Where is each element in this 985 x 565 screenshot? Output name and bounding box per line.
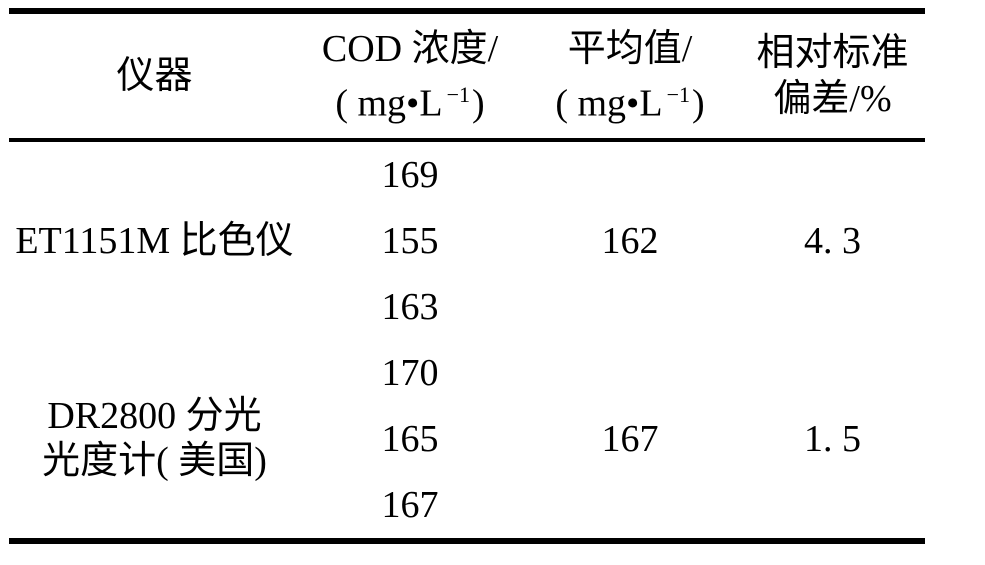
header-title: 平均值/	[567, 27, 693, 70]
instrument-name-cell: ET1151M 比色仪	[15, 219, 294, 262]
unit-suffix: )	[692, 82, 705, 125]
header-unit-line: ( mg•L −1)	[520, 72, 740, 127]
cod-value-cell: 163	[381, 286, 439, 328]
col-header-cod-concentration: COD 浓度/ ( mg•L −1)	[300, 11, 520, 140]
rsd-value-cell: 1. 5	[804, 418, 861, 460]
header-title-line2: 偏差/%	[773, 78, 892, 120]
instrument-name-cell: DR2800 分光 光度计( 美国)	[42, 395, 267, 482]
table-row: 155	[9, 208, 925, 274]
col-header-average: 平均值/ ( mg•L −1)	[520, 11, 740, 140]
unit-prefix: ( mg•L	[555, 82, 663, 125]
header-row: 仪器 COD 浓度/ ( mg•L −1) 平均值/ ( mg•L −1) 相对标准	[9, 11, 925, 140]
header-unit-line: ( mg•L −1)	[300, 72, 520, 127]
cod-comparison-table: 仪器 COD 浓度/ ( mg•L −1) 平均值/ ( mg•L −1) 相对标准	[9, 8, 925, 544]
cod-value-cell: 170	[381, 352, 439, 394]
table-row: 167	[9, 472, 925, 541]
cod-value-cell: 165	[381, 418, 439, 460]
unit-prefix: ( mg•L	[335, 82, 443, 125]
col-header-instrument: 仪器	[9, 11, 300, 140]
table-row: 165	[9, 406, 925, 472]
col-header-rsd: 相对标准 偏差/%	[740, 11, 925, 140]
cod-value-cell: 155	[381, 220, 439, 262]
table-row: DR2800 分光 光度计( 美国) 170 167 1. 5	[9, 340, 925, 482]
average-value-cell: 162	[601, 220, 659, 262]
average-value-cell: 167	[601, 418, 659, 460]
cod-value-cell: 167	[381, 484, 439, 526]
unit-superscript: −1	[446, 81, 471, 107]
table-row: ET1151M 比色仪 169 162 4. 3	[9, 140, 925, 262]
header-title: 相对标准	[756, 32, 909, 74]
rsd-value-cell: 4. 3	[804, 220, 861, 262]
cod-value-cell: 169	[381, 154, 439, 196]
unit-superscript: −1	[666, 81, 691, 107]
header-title: 仪器	[116, 55, 193, 97]
table-row: 163	[9, 274, 925, 340]
unit-suffix: )	[472, 82, 485, 125]
header-title: COD 浓度/	[321, 27, 499, 70]
